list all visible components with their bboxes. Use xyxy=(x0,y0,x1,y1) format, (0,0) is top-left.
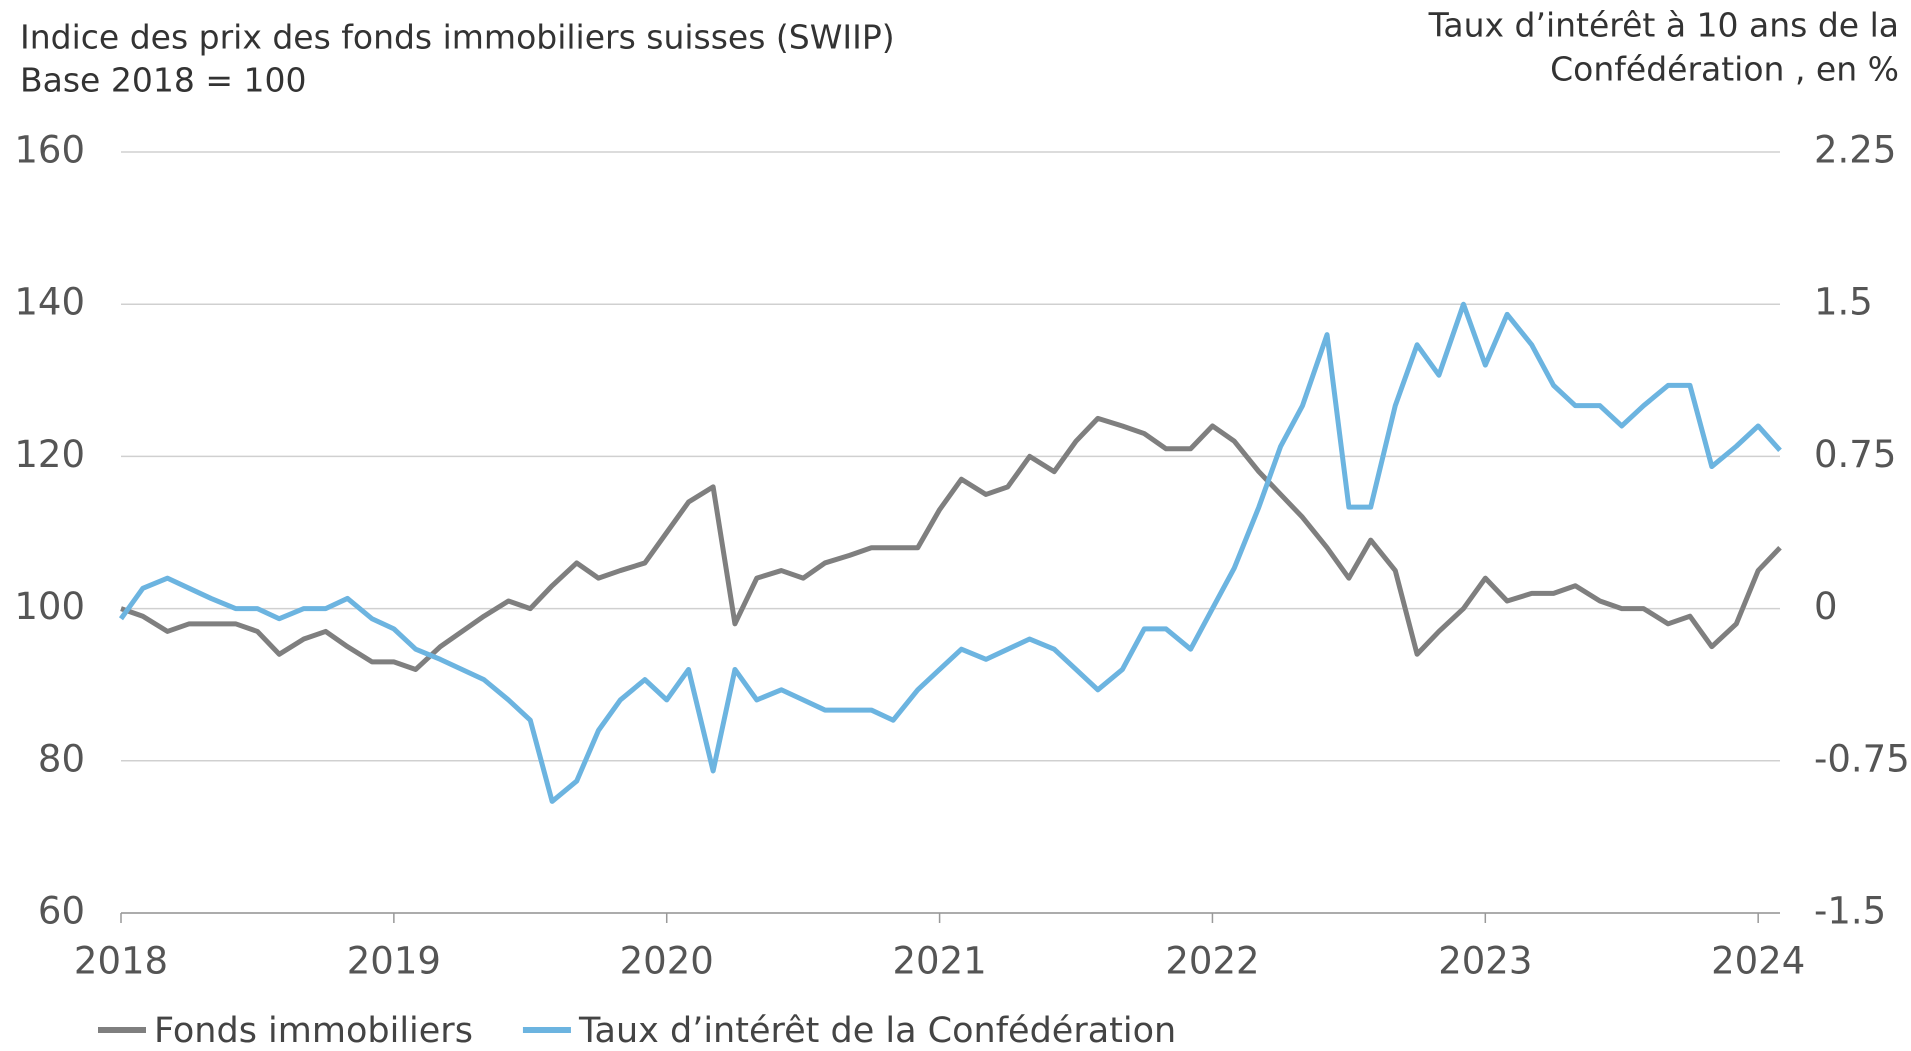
legend-label: Taux d’intérêt de la Confédération xyxy=(578,1011,1176,1051)
x-tick-label: 2024 xyxy=(1711,940,1805,983)
y-tick-label: 60 xyxy=(38,890,85,933)
y-tick-label: 120 xyxy=(14,433,85,476)
y-tick-label: 100 xyxy=(14,585,85,628)
x-tick-label: 2018 xyxy=(74,940,168,983)
y-tick-label: 80 xyxy=(38,737,85,780)
series-line xyxy=(120,415,1782,672)
x-tick-label: 2021 xyxy=(892,940,986,983)
x-tick-label: 2020 xyxy=(620,940,714,983)
chart-title: Indice des prix des fonds immobiliers su… xyxy=(20,18,895,57)
series-line xyxy=(118,301,1782,804)
x-tick-label: 2023 xyxy=(1438,940,1532,983)
y-tick-label: 160 xyxy=(14,129,85,172)
y2-tick-label: 1.5 xyxy=(1814,281,1873,324)
y-tick-label: 140 xyxy=(14,281,85,324)
y2-tick-label: 0 xyxy=(1814,585,1838,628)
x-tick-label: 2022 xyxy=(1165,940,1259,983)
y2-axis-label: Confédération , en % xyxy=(1550,50,1899,89)
y2-tick-label: -1.5 xyxy=(1814,890,1886,933)
y2-tick-label: 2.25 xyxy=(1814,129,1896,172)
y2-tick-label: -0.75 xyxy=(1814,737,1910,780)
y2-axis-label: Taux d’intérêt à 10 ans de la xyxy=(1428,6,1899,45)
legend-label: Fonds immobiliers xyxy=(154,1011,473,1051)
x-tick-label: 2019 xyxy=(347,940,441,983)
chart-subtitle: Base 2018 = 100 xyxy=(20,61,306,100)
y2-tick-label: 0.75 xyxy=(1814,433,1896,476)
